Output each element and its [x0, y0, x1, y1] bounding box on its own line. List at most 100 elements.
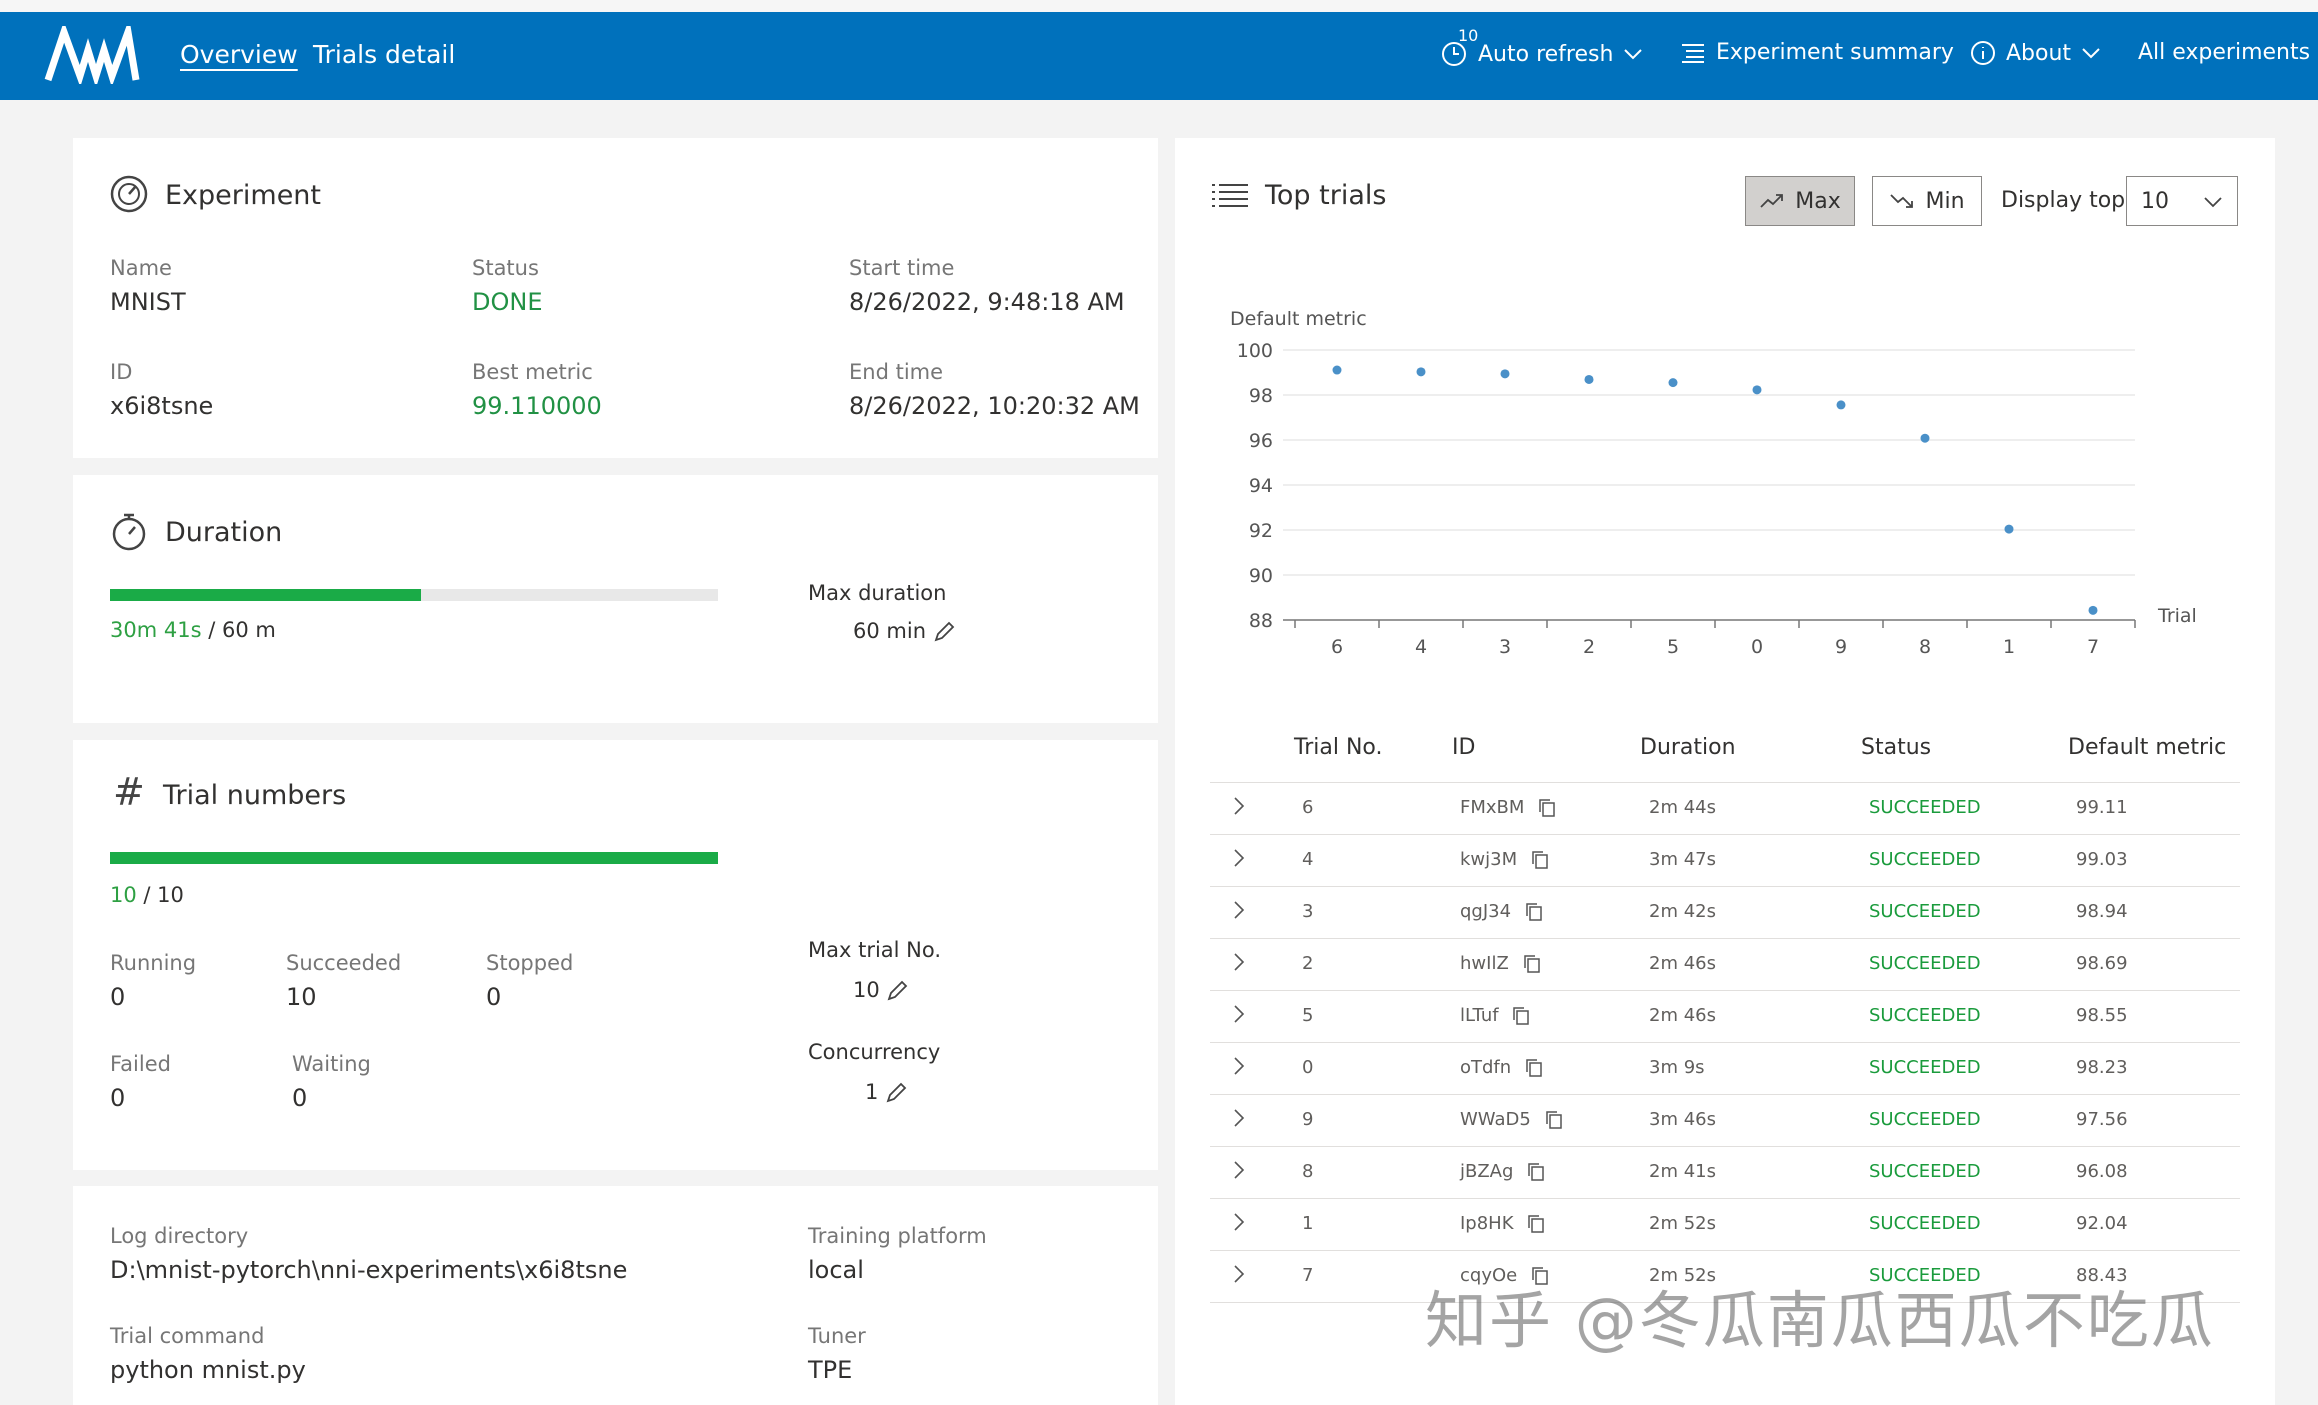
nav-overview[interactable]: Overview [180, 40, 298, 69]
table-row[interactable]: 0 oTdfn 3m 9s SUCCEEDED 98.23 [1210, 1043, 2240, 1095]
copy-icon[interactable] [1545, 1110, 1563, 1130]
all-experiments-link[interactable]: All experiments [2138, 40, 2318, 65]
cell-duration: 2m 52s [1649, 1265, 1716, 1286]
expand-row-icon[interactable] [1232, 1159, 1246, 1181]
expand-row-icon[interactable] [1232, 899, 1246, 921]
table-row[interactable]: 2 hwIlZ 2m 46s SUCCEEDED 98.69 [1210, 939, 2240, 991]
data-point[interactable] [2088, 605, 2098, 615]
x-tick-label: 3 [1499, 636, 1511, 658]
trial-numbers-title: Trial numbers [163, 780, 347, 811]
about-menu[interactable]: About [1970, 40, 2101, 66]
expand-row-icon[interactable] [1232, 1211, 1246, 1233]
x-tick-label: 2 [1583, 636, 1595, 658]
display-top-value: 10 [2141, 188, 2169, 214]
copy-icon[interactable] [1538, 798, 1556, 818]
col-duration[interactable]: Duration [1640, 735, 1736, 760]
table-row[interactable]: 8 jBZAg 2m 41s SUCCEEDED 96.08 [1210, 1147, 2240, 1199]
expand-row-icon[interactable] [1232, 847, 1246, 869]
cell-trial-no: 1 [1302, 1213, 1314, 1234]
data-point[interactable] [1416, 367, 1426, 377]
expand-row-icon[interactable] [1232, 1055, 1246, 1077]
copy-icon[interactable] [1531, 850, 1549, 870]
min-toggle-button[interactable]: Min [1872, 176, 1982, 226]
data-point[interactable] [1920, 433, 1930, 443]
table-row[interactable]: 6 FMxBM 2m 44s SUCCEEDED 99.11 [1210, 783, 2240, 835]
col-trial-no[interactable]: Trial No. [1294, 735, 1383, 760]
trial-command: python mnist.py [110, 1356, 306, 1384]
cell-duration: 2m 46s [1649, 1005, 1716, 1026]
table-row[interactable]: 7 cqyOe 2m 52s SUCCEEDED 88.43 [1210, 1251, 2240, 1303]
cell-default-metric: 92.04 [2076, 1213, 2128, 1234]
list-icon [1682, 43, 1704, 63]
experiment-summary-button[interactable]: Experiment summary [1680, 40, 1954, 65]
log-directory-label: Log directory [110, 1224, 249, 1248]
cell-id: qgJ34 [1460, 901, 1543, 922]
experiment-card: Experiment Name MNIST Status DONE Start … [73, 138, 1158, 458]
cell-duration: 3m 46s [1649, 1109, 1716, 1130]
nav-trials-detail[interactable]: Trials detail [313, 40, 456, 69]
max-trial-label: Max trial No. [808, 938, 942, 962]
expand-row-icon[interactable] [1232, 1003, 1246, 1025]
table-row[interactable]: 4 kwj3M 3m 47s SUCCEEDED 99.03 [1210, 835, 2240, 887]
copy-icon[interactable] [1512, 1006, 1530, 1026]
max-toggle-button[interactable]: Max [1745, 176, 1855, 226]
chart-y-axis-label: Default metric [1230, 308, 1367, 330]
cell-trial-no: 0 [1302, 1057, 1314, 1078]
cell-trial-no: 8 [1302, 1161, 1314, 1182]
cell-status: SUCCEEDED [1869, 1265, 1981, 1286]
nni-logo[interactable] [44, 26, 140, 84]
table-row[interactable]: 9 WWaD5 3m 46s SUCCEEDED 97.56 [1210, 1095, 2240, 1147]
edit-concurrency-icon[interactable] [885, 1082, 907, 1104]
copy-icon[interactable] [1525, 902, 1543, 922]
table-row[interactable]: 5 lLTuf 2m 46s SUCCEEDED 98.55 [1210, 991, 2240, 1043]
info-icon [1971, 41, 1995, 65]
copy-icon[interactable] [1527, 1214, 1545, 1234]
trial-numbers-card: # Trial numbers 10 / 10 Running 0 Succee… [73, 740, 1158, 1170]
top-navbar: Overview Trials detail 10 Auto refresh E… [0, 12, 2318, 100]
col-default-metric[interactable]: Default metric [2068, 735, 2227, 760]
table-row[interactable]: 3 qgJ34 2m 42s SUCCEEDED 98.94 [1210, 887, 2240, 939]
copy-icon[interactable] [1527, 1162, 1545, 1182]
cell-status: SUCCEEDED [1869, 1109, 1981, 1130]
expand-row-icon[interactable] [1232, 1263, 1246, 1285]
cell-default-metric: 98.94 [2076, 901, 2128, 922]
succeeded-label: Succeeded [286, 951, 402, 975]
trials-progress-fill [110, 852, 718, 864]
table-row[interactable]: 1 Ip8HK 2m 52s SUCCEEDED 92.04 [1210, 1199, 2240, 1251]
auto-refresh-menu[interactable]: Auto refresh [1440, 40, 1643, 68]
experiment-summary-label: Experiment summary [1716, 40, 1954, 65]
duration-total: / 60 m [208, 618, 276, 642]
copy-icon[interactable] [1525, 1058, 1543, 1078]
data-point[interactable] [1500, 369, 1510, 379]
expand-row-icon[interactable] [1232, 1107, 1246, 1129]
copy-icon[interactable] [1531, 1266, 1549, 1286]
data-point[interactable] [1584, 374, 1594, 384]
cell-trial-no: 9 [1302, 1109, 1314, 1130]
concurrency-label: Concurrency [808, 1040, 941, 1064]
cell-trial-no: 5 [1302, 1005, 1314, 1026]
tuner-label: Tuner [808, 1324, 866, 1348]
data-point[interactable] [1332, 365, 1342, 375]
cell-id: lLTuf [1460, 1005, 1530, 1026]
trial-id: WWaD5 [1460, 1109, 1531, 1130]
data-point[interactable] [1752, 385, 1762, 395]
edit-max-duration-icon[interactable] [933, 621, 955, 643]
experiment-name: MNIST [110, 288, 186, 316]
expand-row-icon[interactable] [1232, 795, 1246, 817]
edit-max-trial-icon[interactable] [886, 980, 908, 1002]
copy-icon[interactable] [1523, 954, 1541, 974]
data-point[interactable] [1836, 400, 1846, 410]
expand-row-icon[interactable] [1232, 951, 1246, 973]
col-status[interactable]: Status [1861, 735, 1932, 760]
status-label: Status [472, 256, 539, 280]
tuner: TPE [808, 1356, 853, 1384]
trend-up-icon [1760, 194, 1784, 208]
top-trials-card [1175, 138, 2275, 1405]
data-point[interactable] [1668, 378, 1678, 388]
display-top-select[interactable]: 10 [2126, 176, 2238, 226]
col-id[interactable]: ID [1452, 735, 1476, 760]
failed-label: Failed [110, 1052, 171, 1076]
data-point[interactable] [2004, 524, 2014, 534]
end-time-label: End time [849, 360, 944, 384]
